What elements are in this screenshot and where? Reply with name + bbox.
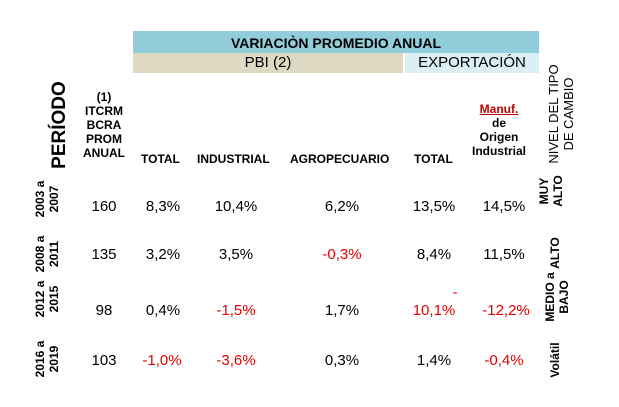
table-title: VARIACIÒN PROMEDIO ANUAL [133, 31, 539, 53]
manuf-line-2: de [491, 116, 506, 130]
row-3-periodo-line-1: 2012 a [33, 280, 47, 318]
row-3-exp-total-sign: - [452, 284, 458, 301]
col-header-total: TOTAL [141, 152, 180, 166]
row-2-exp-total: 8,4% [416, 246, 452, 263]
col-header-agropecuario: AGROPECUARIO [290, 152, 390, 166]
row-1-exp-total: 13,5% [412, 198, 456, 215]
row-4-total: -1,0% [142, 352, 182, 369]
row-4-industrial: -3,6% [216, 352, 256, 369]
row-2-total: 3,2% [145, 246, 181, 263]
itcrm-line-5: ANUAL [83, 146, 125, 160]
row-3-nivel: MEDIO a BAJO [543, 268, 573, 326]
row-2-industrial: 3,5% [218, 246, 254, 263]
row-4-manuf: -0,4% [484, 352, 524, 369]
row-1-nivel-line-1: MUY [537, 177, 551, 205]
row-3-agropecuario: 1,7% [324, 302, 360, 319]
row-2-nivel: ALTO [548, 233, 564, 273]
row-3-periodo: 2012 a 2015 [33, 271, 63, 327]
row-2-itcrm: 135 [91, 246, 117, 263]
row-3-manuf: -12,2% [482, 302, 530, 319]
row-1-agropecuario: 6,2% [324, 198, 360, 215]
itcrm-line-2: ITCRM [85, 104, 123, 118]
itcrm-line-3: BCRA [86, 118, 122, 132]
row-2-agropecuario: -0,3% [322, 246, 362, 263]
row-4-exp-total: 1,4% [416, 352, 452, 369]
row-4-itcrm: 103 [91, 352, 117, 369]
nivel-header-line-1: NIVEL DEL TIPO [546, 64, 561, 164]
row-1-manuf: 14,5% [482, 198, 526, 215]
row-3-industrial: -1,5% [216, 302, 256, 319]
exportacion-group-header: EXPORTACIÓN [405, 53, 539, 73]
row-1-industrial: 10,4% [214, 198, 258, 215]
row-1-periodo-line-2: 2007 [47, 185, 61, 213]
manuf-line-4: Industrial [471, 144, 526, 158]
pbi-group-header: PBI (2) [133, 53, 403, 73]
row-3-nivel-line-2: BAJO [557, 280, 571, 314]
row-3-exp-total: 10,1% [412, 302, 456, 319]
row-4-nivel-line-1: Volátil [548, 342, 562, 378]
row-3-periodo-line-2: 2015 [47, 285, 61, 313]
row-1-total: 8,3% [145, 198, 181, 215]
row-4-periodo-line-1: 2016 a [33, 340, 47, 378]
row-4-nivel: Volátil [548, 340, 564, 380]
itcrm-line-1: (1) [96, 90, 112, 104]
manuf-header: Manuf. de Origen Industrial [464, 102, 534, 158]
row-1-periodo: 2003 a 2007 [33, 171, 63, 227]
row-1-itcrm: 160 [91, 198, 117, 215]
manuf-line-1: Manuf. [479, 102, 519, 116]
row-2-manuf: 11,5% [483, 246, 525, 263]
row-1-periodo-line-1: 2003 a [33, 180, 47, 218]
nivel-header-line-2: DE CAMBIO [561, 77, 576, 151]
col-header-industrial: INDUSTRIAL [197, 152, 270, 166]
itcrm-line-4: PROM [86, 132, 122, 146]
manuf-line-3: Origen [479, 130, 519, 144]
row-3-total: 0,4% [145, 302, 181, 319]
row-4-periodo: 2016 a 2019 [33, 331, 63, 387]
row-3-nivel-line-1: MEDIO a [543, 272, 557, 322]
row-3-itcrm: 98 [95, 302, 113, 319]
row-4-periodo-line-2: 2019 [47, 345, 61, 373]
col-header-exp-total: TOTAL [414, 152, 453, 166]
itcrm-header: (1) ITCRM BCRA PROM ANUAL [78, 90, 130, 160]
nivel-tipo-cambio-header: NIVEL DEL TIPO DE CAMBIO [546, 59, 580, 169]
row-4-agropecuario: 0,3% [324, 352, 360, 369]
row-1-nivel-line-2: ALTO [551, 175, 565, 207]
periodo-header: PERÍODO [49, 81, 70, 169]
row-2-nivel-line-1: ALTO [548, 237, 562, 269]
row-1-nivel: MUY ALTO [537, 170, 567, 212]
